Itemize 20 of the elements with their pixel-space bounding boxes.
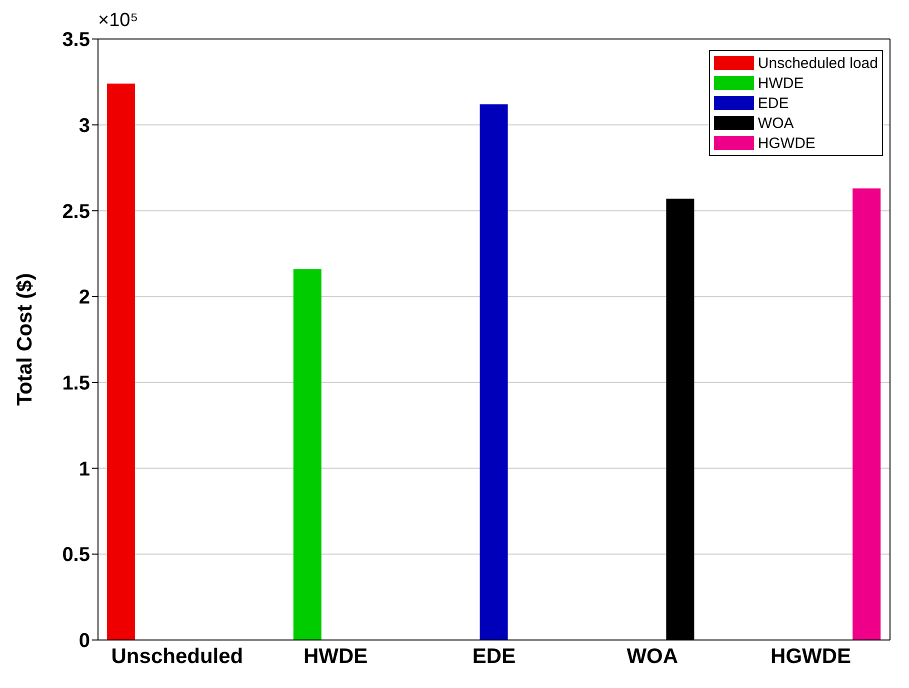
y-tick-label: 1	[78, 458, 90, 480]
text: ×10⁵	[98, 10, 138, 32]
y-tick-label: 0	[78, 630, 90, 652]
x-tick-label: Unscheduled	[111, 644, 244, 668]
y-tick-label: 3	[78, 114, 90, 137]
x-tick-label: HWDE	[304, 644, 368, 668]
y-tick-label: 1.5	[62, 372, 90, 395]
x-tick-label: EDE	[472, 644, 516, 668]
y-tick-label: 3.5	[62, 29, 90, 52]
x-tick-label: WOA	[626, 644, 678, 668]
y-tick-label: 2.5	[62, 200, 90, 223]
legend-label: HGWDE	[758, 134, 816, 152]
y-tick-label: 2	[78, 286, 90, 309]
legend-label: HWDE	[758, 74, 804, 92]
legend-label: Unscheduled load	[758, 54, 878, 72]
x-tick-label: HGWDE	[770, 644, 852, 668]
legend-label: EDE	[758, 94, 789, 112]
legend-label: WOA	[758, 114, 794, 132]
y-axis-title: Total Cost ($)	[13, 273, 36, 406]
y-tick-label: 0.5	[62, 544, 90, 566]
